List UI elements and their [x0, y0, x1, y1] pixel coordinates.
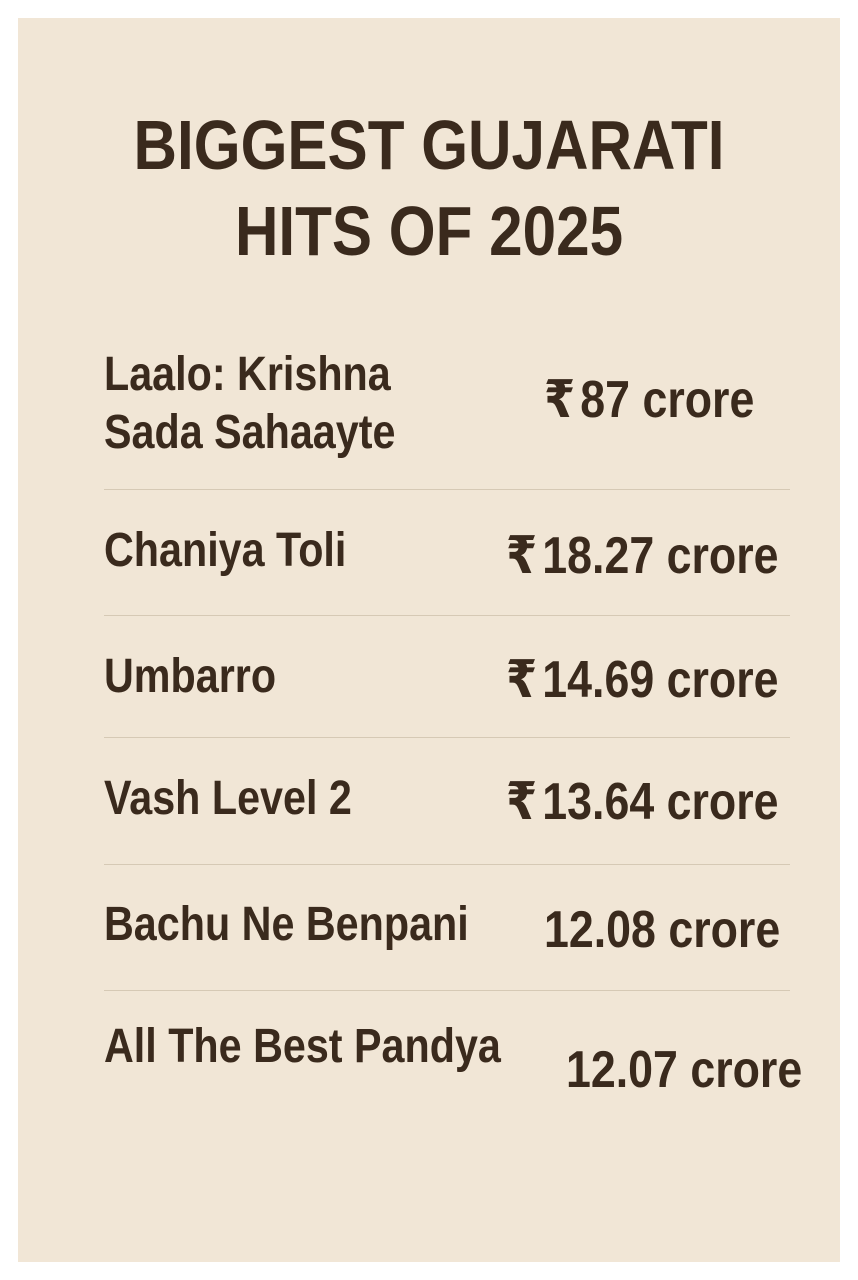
- list-item: Vash Level 2 ₹13.64 crore: [104, 770, 794, 840]
- divider: [104, 489, 790, 490]
- box-office-amount: 12.07 crore: [566, 1040, 802, 1100]
- list-item: Bachu Ne Benpani 12.08 crore: [104, 896, 794, 966]
- list-item: All The Best Pandya 12.07 crore: [104, 1018, 802, 1099]
- divider: [104, 864, 790, 865]
- film-name: Chaniya Toli: [104, 524, 347, 577]
- amount-value: 18.27 crore: [542, 527, 779, 585]
- list-item: Laalo: Krishna Sada Sahaayte ₹87 crore: [104, 346, 794, 470]
- amount-value: 87 crore: [580, 371, 755, 429]
- divider: [104, 615, 790, 616]
- film-name: Laalo: Krishna Sada Sahaayte: [104, 346, 395, 462]
- box-office-amount: ₹18.27 crore: [506, 526, 778, 586]
- amount-value: 14.69 crore: [542, 651, 779, 709]
- rupee-symbol: ₹: [544, 370, 576, 430]
- title-line-1: BIGGEST GUJARATI: [133, 106, 725, 184]
- box-office-amount: ₹13.64 crore: [506, 772, 778, 832]
- amount-value: 12.08 crore: [544, 901, 781, 959]
- film-name-line-2: Sada Sahaayte: [104, 406, 396, 459]
- list-item: Umbarro ₹14.69 crore: [104, 648, 794, 718]
- poster-title: BIGGEST GUJARATI HITS OF 2025: [60, 102, 798, 274]
- box-office-amount: ₹87 crore: [544, 370, 754, 430]
- poster-card: [18, 18, 840, 1262]
- film-name: Vash Level 2: [104, 772, 352, 825]
- divider: [104, 737, 790, 738]
- rupee-symbol: ₹: [506, 526, 538, 586]
- rupee-symbol: ₹: [506, 650, 538, 710]
- amount-value: 12.07 crore: [566, 1041, 803, 1099]
- film-name-line-1: Laalo: Krishna: [104, 348, 391, 401]
- list-item: Chaniya Toli ₹18.27 crore: [104, 522, 794, 592]
- title-line-2: HITS OF 2025: [234, 192, 624, 270]
- film-name: Bachu Ne Benpani: [104, 898, 469, 951]
- box-office-amount: 12.08 crore: [544, 900, 780, 960]
- divider: [104, 990, 790, 991]
- rupee-symbol: ₹: [506, 772, 538, 832]
- amount-value: 13.64 crore: [542, 773, 779, 831]
- film-name: Umbarro: [104, 650, 277, 703]
- film-name: All The Best Pandya: [104, 1020, 501, 1073]
- box-office-amount: ₹14.69 crore: [506, 650, 778, 710]
